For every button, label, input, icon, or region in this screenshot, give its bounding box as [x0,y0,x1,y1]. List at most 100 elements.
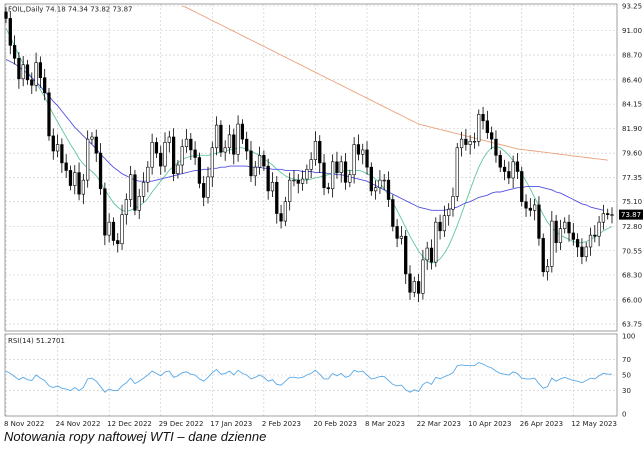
rsi-line [5,361,612,393]
candle-body-up [167,136,171,143]
candle [60,138,64,173]
candle [202,175,206,207]
candle-body-up [288,179,292,202]
candle [55,134,60,158]
candle [184,129,189,153]
candle [464,129,468,151]
candle [176,160,180,179]
candle [137,188,141,220]
candle-body-up [124,199,128,215]
candle [107,213,111,243]
candle-body-up [348,174,352,183]
candle-body-down [343,161,348,183]
candle [584,242,588,262]
candle-body-down [154,142,159,154]
candle [81,173,85,205]
candle [498,150,502,173]
candle-body-up [137,196,141,211]
candle [567,214,571,242]
candle [399,226,404,245]
candle-body-down [43,77,47,94]
candle [167,130,171,153]
candle-body-down [369,166,373,192]
candle [94,129,98,162]
candle [227,124,232,154]
candle-body-up [55,144,60,152]
candle [219,120,223,157]
candle-body-up [283,201,287,222]
candle [305,164,309,184]
candle-body-down [279,213,283,222]
price-tick-label: 75.10 [622,198,642,206]
candle-body-up [597,221,601,237]
price-tick-label: 84.15 [622,101,642,109]
candle [451,187,455,217]
candle [537,196,541,246]
candle [214,116,219,156]
candle [25,59,30,85]
candle-body-up [331,161,335,190]
candle [120,204,124,250]
candle [442,205,447,237]
candle-body-up [399,235,404,239]
candle-body-up [352,144,356,176]
candle-body-up [253,166,257,177]
candle [133,169,137,216]
candle [485,110,489,139]
candle [528,198,532,217]
candle-body-down [404,235,408,275]
ma-line-2 [182,5,608,161]
candle-body-down [438,221,442,232]
candle [86,130,90,188]
candle-body-down [515,161,520,172]
candle [365,141,369,175]
candle-body-up [236,123,240,155]
chart-caption: Notowania ropy naftowej WTI – dane dzien… [4,429,267,444]
candle-body-up [210,147,214,178]
candle-body-down [593,234,597,237]
candle [326,182,330,194]
candle [236,115,240,162]
candle-body-down [133,174,137,211]
candle-body-up [511,161,515,179]
candle [472,132,477,149]
candle [38,56,43,88]
time-tick-label: 2 Feb 2023 [262,420,301,428]
candle [257,146,262,175]
rsi-tick-label: 30 [622,387,631,395]
candle-body-up [313,141,318,160]
candle [395,219,399,248]
candle [124,193,128,225]
candle [111,217,116,246]
candle-body-down [249,150,253,177]
candle-body-up [257,155,262,168]
candle-body-up [206,176,210,198]
current-price-tag: 73.87 [619,209,643,220]
candle [348,169,352,188]
candle [318,135,322,173]
candle [356,134,361,161]
candle [391,194,395,232]
candle [309,152,313,179]
candle [296,173,300,194]
rsi-tick-label: 100 [622,333,635,341]
candle [434,217,438,267]
candle [335,151,339,179]
candle-body-up [601,213,606,223]
candle-body-down [322,162,326,188]
symbol-header: FOIL,Daily 74.18 74.34 73.82 73.87 [8,6,133,14]
candle [64,154,68,178]
time-tick-label: 17 Jan 2023 [210,420,252,428]
candle [550,211,554,273]
price-tick-label: 70.55 [622,247,642,255]
candle-body-up [163,142,167,167]
price-tick-label: 63.75 [622,321,642,329]
candle-body-up [21,64,25,80]
candle-body-down [202,183,206,198]
candle [494,130,498,163]
candle-body-down [219,124,223,153]
candle [270,172,275,198]
candle [146,161,150,193]
time-tick-label: 10 Apr 2023 [468,420,511,428]
